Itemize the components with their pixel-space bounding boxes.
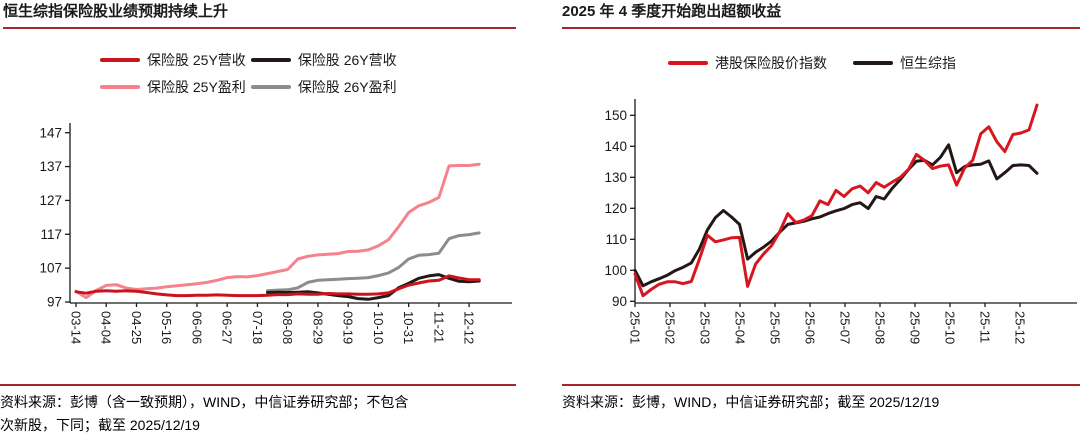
legend-item: 保险股 25Y盈利: [100, 77, 246, 97]
x-tick-label: 09-19: [341, 311, 356, 344]
y-tick-label: 130: [604, 170, 627, 185]
legend-line-swatch: [250, 85, 291, 89]
x-tick-label: 25-07: [838, 311, 853, 344]
y-tick-label: 90: [612, 294, 627, 309]
x-tick-label: 11-21: [431, 311, 446, 343]
x-tick-label: 25-02: [663, 311, 678, 344]
x-tick-label: 25-11: [978, 311, 993, 343]
y-tick-label: 150: [604, 108, 627, 123]
left-chart-source: 资料来源：彭博（含一致预期），WIND，中信证券研究部；不包含 次新股，下同；截…: [0, 384, 516, 437]
x-tick-label: 25-04: [733, 311, 748, 344]
x-tick-label: 07-18: [250, 311, 265, 344]
legend-item: 保险股 26Y盈利: [250, 77, 397, 97]
legend-item: 港股保险股价指数: [668, 53, 827, 73]
x-tick-label: 25-12: [1013, 311, 1028, 344]
series-line: [266, 273, 481, 301]
x-tick-label: 10-10: [371, 311, 386, 344]
left-chart: 97 107 117 127 137 147 03-14 04-04 04-25 05-16 06-…: [39, 123, 512, 344]
y-tick-label: 140: [604, 139, 627, 154]
right-chart-title: 2025 年 4 季度开始跑出超额收益: [562, 3, 1080, 29]
series-line: [74, 162, 481, 300]
x-tick-label: 08-08: [280, 311, 295, 344]
legend-label: 保险股 25Y营收: [147, 52, 246, 68]
right-chart: 90 100 110 120 130 140 150 25-01 25-02 25-03 25-04…: [604, 99, 1077, 344]
x-tick-label: 06-27: [220, 311, 235, 344]
legend-item: 恒生综指: [853, 53, 956, 73]
y-tick-label: 147: [39, 125, 62, 140]
y-tick-label: 127: [39, 193, 62, 208]
legend-label: 港股保险股价指数: [715, 55, 827, 71]
right-chart-legend: 港股保险股价指数 恒生综指: [668, 53, 956, 73]
y-tick-label: 137: [39, 159, 62, 174]
legend-label: 恒生综指: [900, 55, 956, 71]
legend-item: 保险股 25Y营收: [100, 50, 246, 70]
y-tick-label: 110: [605, 232, 627, 247]
x-tick-label: 25-03: [698, 311, 713, 344]
x-tick-label: 03-14: [69, 311, 84, 344]
x-tick-label: 12-12: [462, 311, 477, 344]
legend-line-swatch: [250, 58, 291, 62]
y-tick-label: 117: [40, 227, 62, 242]
legend-line-swatch: [100, 58, 140, 62]
source-line: 资料来源：彭博（含一致预期），WIND，中信证券研究部；不包含: [0, 394, 409, 410]
x-tick-label: 04-04: [99, 311, 114, 344]
series-line: [633, 103, 1039, 298]
legend-line-swatch: [668, 61, 708, 65]
x-tick-label: 06-06: [189, 311, 204, 344]
y-tick-label: 107: [39, 261, 62, 276]
x-tick-label: 25-09: [908, 311, 923, 344]
x-tick-label: 08-29: [310, 311, 325, 344]
legend-line-swatch: [853, 61, 893, 65]
legend-item: 保险股 26Y营收: [250, 50, 397, 70]
left-chart-legend: 保险股 25Y营收 保险股 26Y营收保险股 25Y盈利 保险股 26Y盈利: [100, 50, 397, 97]
y-tick-label: 97: [47, 295, 62, 310]
legend-label: 保险股 26Y营收: [297, 52, 397, 68]
x-tick-label: 05-16: [159, 311, 174, 344]
x-tick-label: 04-25: [129, 311, 144, 344]
x-tick-label: 10-31: [401, 311, 416, 344]
series-line: [633, 143, 1039, 288]
series-line: [74, 274, 481, 298]
right-chart-source: 资料来源：彭博，WIND，中信证券研究部；截至 2025/12/19: [562, 384, 1080, 414]
legend-label: 保险股 25Y盈利: [147, 79, 246, 95]
x-tick-label: 25-01: [628, 311, 643, 344]
x-tick-label: 25-05: [768, 311, 783, 344]
y-tick-label: 100: [604, 263, 627, 278]
x-tick-label: 25-06: [803, 311, 818, 344]
legend-label: 保险股 26Y盈利: [297, 79, 397, 95]
legend-line-swatch: [100, 85, 140, 89]
x-tick-label: 25-10: [943, 311, 958, 344]
source-line: 资料来源：彭博，WIND，中信证券研究部；截至 2025/12/19: [562, 394, 940, 410]
y-tick-label: 120: [604, 201, 627, 216]
source-line: 次新股，下同；截至 2025/12/19: [0, 417, 200, 433]
x-tick-label: 25-08: [873, 311, 888, 344]
series-line: [266, 231, 481, 293]
left-chart-title: 恒生综指保险股业绩预期持续上升: [3, 3, 516, 29]
